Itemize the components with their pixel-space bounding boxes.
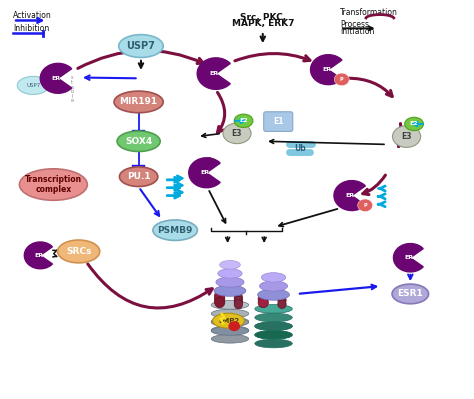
Ellipse shape [214, 285, 246, 296]
Wedge shape [334, 181, 365, 211]
Text: MAPK, ERK7: MAPK, ERK7 [231, 20, 294, 28]
Ellipse shape [255, 339, 292, 348]
Ellipse shape [19, 169, 87, 200]
FancyArrowPatch shape [398, 124, 403, 146]
Text: Activation: Activation [13, 11, 52, 20]
Ellipse shape [234, 296, 243, 306]
Ellipse shape [17, 76, 49, 95]
Text: E1: E1 [273, 117, 283, 126]
Text: ER: ER [200, 170, 210, 175]
Text: ER: ER [346, 193, 355, 198]
Ellipse shape [259, 281, 288, 291]
Text: ER: ER [322, 67, 331, 72]
Circle shape [229, 322, 239, 330]
Ellipse shape [211, 327, 249, 335]
Ellipse shape [255, 304, 292, 313]
Ellipse shape [57, 240, 100, 263]
Text: PU.1: PU.1 [127, 172, 150, 181]
Wedge shape [197, 58, 230, 89]
Ellipse shape [218, 269, 242, 278]
Text: ER: ER [34, 253, 43, 258]
FancyArrowPatch shape [363, 175, 385, 195]
Wedge shape [393, 243, 423, 272]
Ellipse shape [211, 317, 249, 326]
Ellipse shape [119, 167, 158, 186]
Ellipse shape [153, 220, 197, 241]
Text: MIR191: MIR191 [119, 97, 158, 107]
Ellipse shape [219, 261, 240, 269]
Ellipse shape [215, 294, 225, 304]
Ellipse shape [405, 117, 423, 130]
Ellipse shape [278, 300, 286, 308]
Text: ER: ER [52, 76, 61, 81]
Circle shape [358, 199, 373, 211]
Text: ER: ER [404, 255, 413, 260]
Text: P: P [340, 77, 344, 82]
Ellipse shape [211, 318, 249, 327]
Ellipse shape [211, 326, 249, 334]
Ellipse shape [278, 296, 286, 304]
Ellipse shape [215, 290, 225, 301]
Ellipse shape [255, 322, 292, 330]
Text: E2: E2 [239, 119, 248, 123]
Ellipse shape [213, 313, 245, 328]
Ellipse shape [255, 322, 292, 330]
Ellipse shape [234, 299, 243, 309]
Ellipse shape [234, 114, 253, 128]
Ellipse shape [211, 334, 249, 343]
Text: E3: E3 [401, 132, 412, 141]
Wedge shape [24, 242, 53, 269]
Text: E3: E3 [232, 129, 242, 138]
Ellipse shape [211, 300, 249, 309]
Ellipse shape [258, 294, 268, 304]
Ellipse shape [261, 273, 286, 282]
FancyArrowPatch shape [78, 51, 203, 68]
Ellipse shape [234, 293, 243, 302]
Text: s
t
a
b
l
e: s t a b l e [71, 75, 73, 103]
Text: Ub: Ub [294, 144, 306, 153]
Ellipse shape [117, 131, 160, 152]
Wedge shape [40, 63, 72, 93]
Text: Process: Process [340, 20, 369, 29]
Text: SRCs: SRCs [66, 247, 91, 256]
Text: PSMB9: PSMB9 [157, 226, 193, 235]
Text: Transcription
complex: Transcription complex [25, 175, 82, 194]
Ellipse shape [258, 298, 268, 308]
Ellipse shape [118, 35, 163, 57]
FancyArrowPatch shape [202, 158, 210, 177]
Wedge shape [310, 55, 342, 85]
Ellipse shape [255, 330, 292, 339]
Text: SOX4: SOX4 [125, 137, 152, 146]
Ellipse shape [255, 313, 292, 322]
Wedge shape [189, 158, 220, 188]
Text: USP7: USP7 [127, 41, 155, 51]
Ellipse shape [223, 123, 251, 144]
Text: E2: E2 [410, 121, 419, 126]
Circle shape [334, 73, 349, 86]
Ellipse shape [255, 330, 292, 339]
FancyArrowPatch shape [88, 264, 212, 308]
Ellipse shape [211, 309, 249, 318]
Text: ER: ER [210, 71, 219, 76]
Ellipse shape [392, 284, 428, 304]
FancyArrowPatch shape [235, 53, 310, 61]
Text: P: P [363, 203, 367, 208]
Text: Transformation: Transformation [340, 8, 398, 17]
Text: Src, PKC,: Src, PKC, [240, 13, 286, 22]
FancyBboxPatch shape [264, 112, 293, 131]
Text: initiation: initiation [340, 27, 374, 36]
Text: Inhibition: Inhibition [13, 24, 49, 33]
Ellipse shape [216, 277, 244, 287]
Ellipse shape [215, 297, 225, 308]
Ellipse shape [114, 91, 163, 113]
Text: ESR1: ESR1 [398, 289, 423, 298]
FancyArrowPatch shape [347, 78, 392, 97]
Ellipse shape [392, 126, 420, 147]
Text: USP7: USP7 [26, 83, 40, 88]
Ellipse shape [257, 289, 290, 300]
Text: LMP2: LMP2 [218, 318, 239, 324]
FancyArrowPatch shape [218, 93, 225, 132]
